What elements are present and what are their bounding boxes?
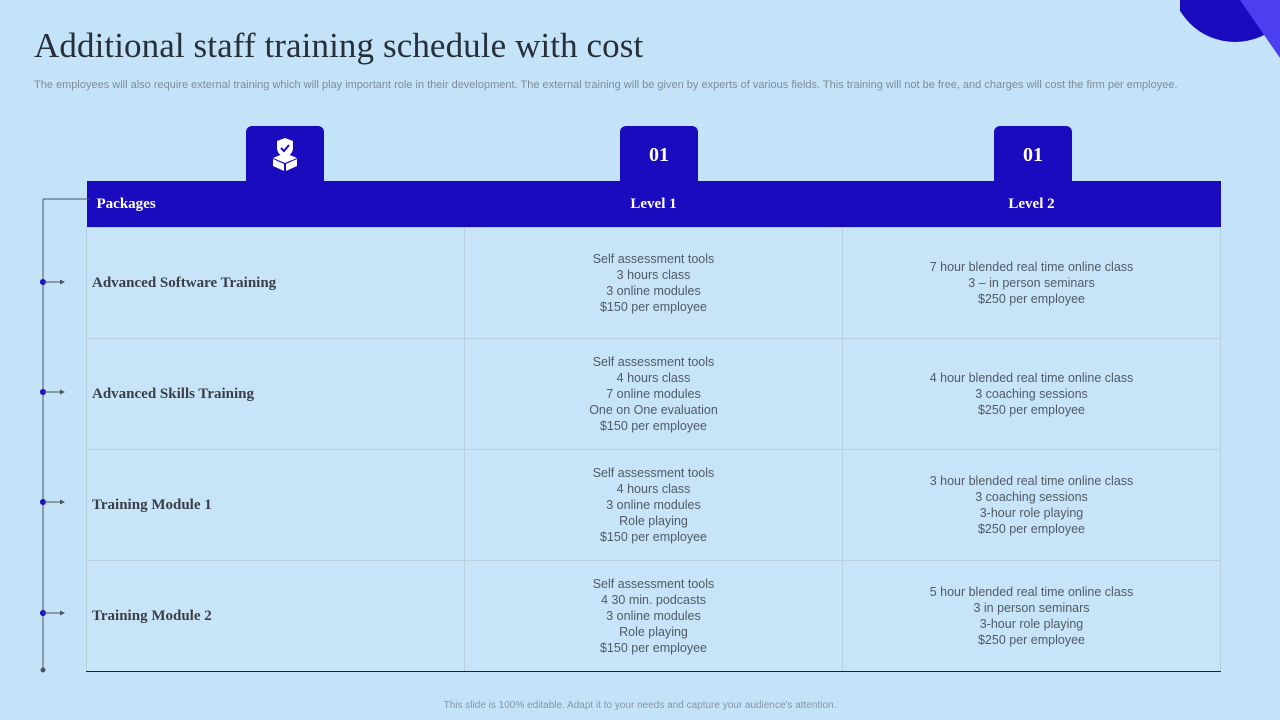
package-name: Advanced Skills Training [86, 338, 465, 450]
cell-line: 3 in person seminars [973, 601, 1090, 615]
cell-line: 5 hour blended real time online class [929, 585, 1134, 599]
timeline-connector [40, 198, 90, 673]
cell-line: 3 hours class [616, 268, 691, 282]
cell-line: Self assessment tools [592, 466, 715, 480]
cell-line: 3 coaching sessions [975, 387, 1088, 401]
level-1-cell: Self assessment tools 4 hours class 7 onli… [464, 338, 843, 450]
cell-line: Role playing [619, 514, 688, 528]
cell-line: Self assessment tools [592, 577, 715, 591]
timeline-marker [40, 279, 65, 285]
cell-line: $150 per employee [599, 641, 708, 655]
level-1-cell: Self assessment tools 3 hours class 3 onli… [464, 227, 843, 339]
cell-line: 3 online modules [606, 498, 701, 512]
cell-line: $250 per employee [977, 633, 1086, 647]
cell-line: $150 per employee [599, 530, 708, 544]
cell-line: 3-hour role playing [979, 617, 1084, 631]
cell-line: 3 coaching sessions [975, 490, 1088, 504]
level-2-cell: 4 hour blended real time online class 3 c… [842, 338, 1221, 450]
training-schedule-table: Packages Level 1 Level 2 Advanced Softwa… [86, 181, 1221, 672]
page-title: Additional staff training schedule with … [34, 26, 644, 65]
cell-line: 3 – in person seminars [968, 276, 1095, 290]
header-level-2: Level 2 [842, 181, 1221, 228]
footer-note: This slide is 100% editable. Adapt it to… [443, 700, 837, 711]
cell-line: 4 hours class [616, 371, 691, 385]
package-name: Training Module 1 [86, 449, 465, 561]
cell-line: $250 per employee [977, 403, 1086, 417]
level-2-tab: 01 [994, 126, 1072, 183]
cell-line: 3-hour role playing [979, 506, 1084, 520]
cell-line: $250 per employee [977, 292, 1086, 306]
level-2-cell: 3 hour blended real time online class 3 c… [842, 449, 1221, 561]
level-1-cell: Self assessment tools 4 30 min. podcasts 3… [464, 560, 843, 672]
cell-line: 4 hour blended real time online class [929, 371, 1134, 385]
timeline-marker [40, 610, 65, 616]
level-2-tab-label: 01 [1023, 144, 1043, 166]
table-row: Advanced Skills Training Self assessment … [86, 338, 1221, 450]
corner-decoration [1180, 0, 1280, 60]
timeline-marker [40, 499, 65, 505]
package-name: Training Module 2 [86, 560, 465, 672]
timeline-marker [40, 389, 65, 395]
level-1-tab-label: 01 [649, 144, 669, 166]
cell-line: $150 per employee [599, 300, 708, 314]
cell-line: Self assessment tools [592, 355, 715, 369]
cell-line: 7 online modules [606, 387, 701, 401]
page-subtitle: The employees will also require external… [34, 79, 1178, 91]
cell-line: Self assessment tools [592, 252, 715, 266]
cell-line: One on One evaluation [589, 403, 718, 417]
level-2-cell: 5 hour blended real time online class 3 i… [842, 560, 1221, 672]
package-shield-icon [273, 138, 297, 171]
cell-line: $250 per employee [977, 522, 1086, 536]
level-1-cell: Self assessment tools 4 hours class 3 onli… [464, 449, 843, 561]
package-name: Advanced Software Training [86, 227, 465, 339]
table-row: Training Module 1 Self assessment tools 4 … [86, 449, 1221, 561]
table-header-row: Packages Level 1 Level 2 [86, 181, 1221, 228]
level-1-tab: 01 [620, 126, 698, 183]
cell-line: 3 online modules [606, 609, 701, 623]
cell-line: 7 hour blended real time online class [929, 260, 1134, 274]
cell-line: 3 online modules [606, 284, 701, 298]
table-row: Advanced Software Training Self assessmen… [86, 227, 1221, 339]
table-row: Training Module 2 Self assessment tools 4 … [86, 560, 1221, 672]
cell-line: 3 hour blended real time online class [929, 474, 1134, 488]
cell-line: 4 hours class [616, 482, 691, 496]
header-level-1: Level 1 [464, 181, 843, 228]
packages-tab [246, 126, 324, 183]
header-packages: Packages [86, 181, 465, 228]
cell-line: Role playing [619, 625, 688, 639]
cell-line: $150 per employee [599, 419, 708, 433]
cell-line: 4 30 min. podcasts [601, 593, 706, 607]
level-2-cell: 7 hour blended real time online class 3 –… [842, 227, 1221, 339]
